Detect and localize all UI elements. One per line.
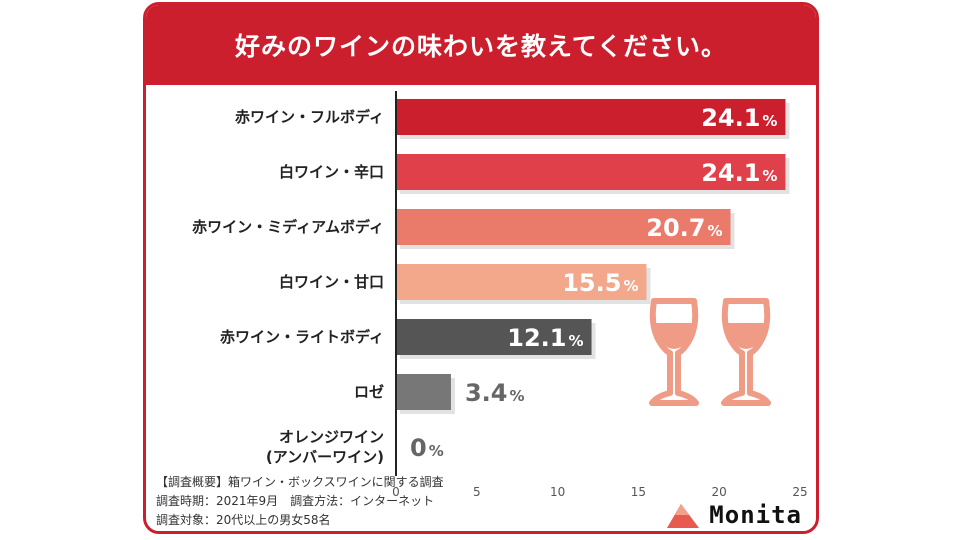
category-label: 赤ワイン・ミディアムボディ [192,218,384,236]
wine-glass-icon [649,298,699,406]
value-label: 0% [410,434,444,462]
value-label: 15.5% [562,269,638,297]
value-label: 3.4% [465,379,525,407]
wine-glass-icon [721,298,771,406]
survey-notes: 【調査概要】箱ワイン・ボックスワインに関する調査 調査時期：2021年9月 調査… [156,473,444,530]
note-line: 【調査概要】箱ワイン・ボックスワインに関する調査 [156,475,444,489]
bar-chart: 赤ワイン・フルボディ 24.1 % 白ワイン・辛口 24.1 % 赤ワイン・ミディアムボディ… [192,91,808,499]
x-tick-label: 5 [473,485,481,499]
chart-card: 好みのワインの味わいを教えてください。 赤ワイン・フルボディ 24.1% 白ワイン・… [143,2,819,534]
category-label: 白ワイン・甘口 [279,273,384,291]
value-label: 12.1% [507,324,583,352]
bar [396,209,731,245]
category-label: 白ワイン・辛口 [279,163,384,181]
bar [396,99,786,135]
chart-title: 好みのワインの味わいを教えてください。 [146,5,816,85]
category-label: ロゼ [354,383,384,401]
bar [396,264,647,300]
wine-glasses-illustration [649,298,771,406]
x-tick-label: 0 [392,485,400,499]
x-tick-label: 10 [550,485,565,499]
brand-logo: Monita [665,497,802,531]
x-tick-label: 25 [792,485,807,499]
value-label: 20.7% [646,214,722,242]
brand-name: Monita [709,501,802,529]
x-tick-label: 20 [712,485,727,499]
category-label: 赤ワイン・フルボディ [235,108,384,126]
bar [396,154,786,190]
category-label: 赤ワイン・ライトボディ [220,328,384,346]
note-line: 調査対象：20代以上の男女58名 [156,513,331,527]
note-line: 調査時期：2021年9月 調査方法：インターネット [156,494,435,508]
value-label: 24.1% [701,104,777,132]
x-tick-label: 15 [631,485,646,499]
monita-logo-icon [667,504,700,528]
bar [396,374,451,410]
value-label: 24.1% [701,159,777,187]
bar [396,319,592,355]
category-label: オレンジワイン(アンバーワイン) [266,428,384,466]
